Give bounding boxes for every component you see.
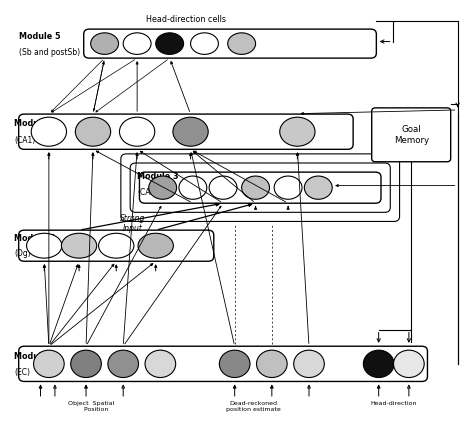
Ellipse shape [75,117,110,146]
Text: Module 4: Module 4 [14,119,55,129]
Ellipse shape [304,176,332,199]
FancyBboxPatch shape [372,108,451,162]
Ellipse shape [91,33,118,55]
Ellipse shape [119,117,155,146]
Text: (Sb and postSb): (Sb and postSb) [18,48,80,57]
Text: Head-direction: Head-direction [371,401,417,406]
Text: Module 1: Module 1 [14,352,55,360]
Text: (CA3): (CA3) [137,188,158,197]
Text: Module 3: Module 3 [137,172,179,181]
Ellipse shape [228,33,255,55]
Text: Module 5: Module 5 [18,32,60,41]
Ellipse shape [219,350,250,377]
Ellipse shape [145,350,176,377]
Ellipse shape [294,350,324,377]
Text: Strong
Input: Strong Input [120,214,145,233]
FancyBboxPatch shape [18,346,428,382]
Ellipse shape [274,176,302,199]
Ellipse shape [242,176,270,199]
Text: Object  Spatial
      Position: Object Spatial Position [68,401,114,412]
Ellipse shape [179,176,207,199]
Ellipse shape [280,117,315,146]
Text: (EC): (EC) [14,368,30,377]
Ellipse shape [99,233,134,258]
Ellipse shape [31,117,66,146]
Text: Module 2: Module 2 [14,234,55,243]
FancyBboxPatch shape [84,29,376,58]
Text: Head-direction cells: Head-direction cells [146,15,226,24]
Ellipse shape [138,233,173,258]
Ellipse shape [364,350,394,377]
Ellipse shape [149,176,177,199]
FancyBboxPatch shape [18,114,353,149]
Ellipse shape [209,176,237,199]
Text: (Dg): (Dg) [14,249,31,258]
Ellipse shape [71,350,101,377]
Ellipse shape [393,350,424,377]
Ellipse shape [155,33,183,55]
FancyBboxPatch shape [18,230,214,261]
Text: (CA1): (CA1) [14,136,35,145]
Ellipse shape [173,117,208,146]
Ellipse shape [62,233,97,258]
Ellipse shape [27,233,62,258]
FancyBboxPatch shape [139,172,381,203]
Ellipse shape [123,33,151,55]
Text: Dead-reckoned
position estimate: Dead-reckoned position estimate [226,401,281,412]
Text: Goal
Memory: Goal Memory [393,125,429,145]
Ellipse shape [108,350,138,377]
Ellipse shape [34,350,64,377]
Ellipse shape [191,33,219,55]
Ellipse shape [256,350,287,377]
